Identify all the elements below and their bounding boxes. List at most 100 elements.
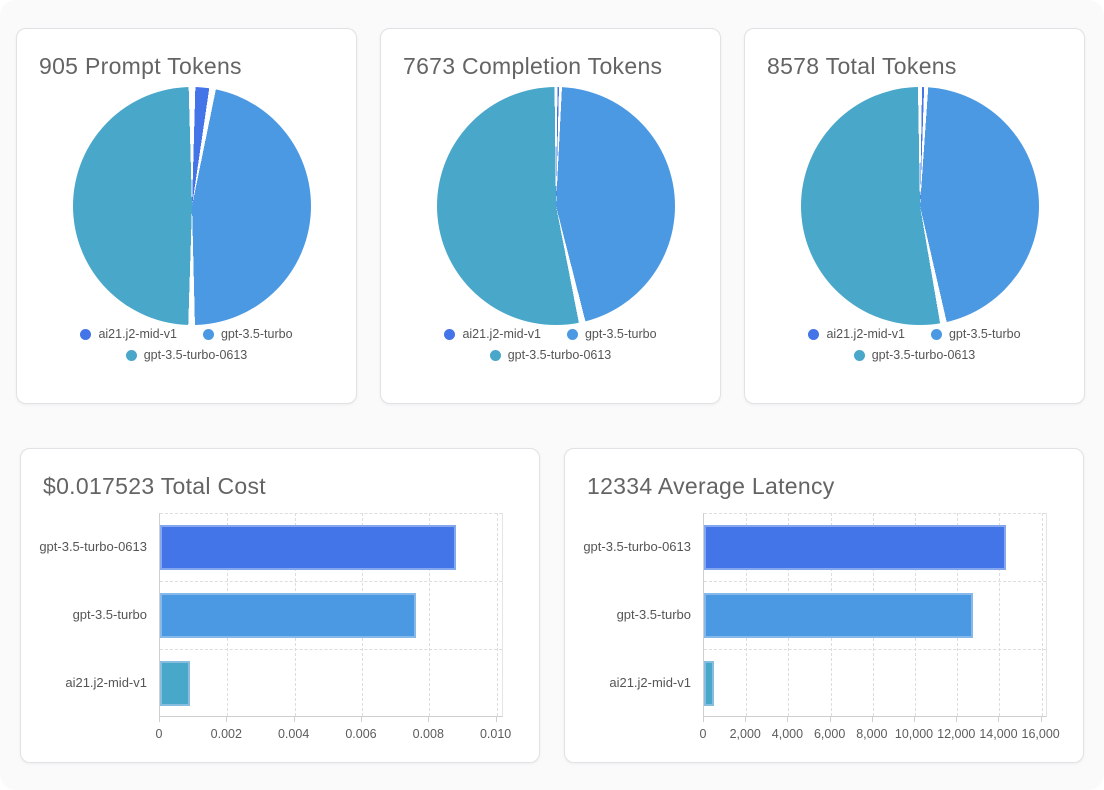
axis-tick-label: 10,000 bbox=[894, 727, 934, 741]
pie[interactable] bbox=[73, 87, 311, 325]
category-label-gpt-3.5-turbo-0613: gpt-3.5-turbo-0613 bbox=[583, 539, 691, 554]
vertical-gridline bbox=[496, 513, 498, 716]
completion-tokens-pie-chart: ai21.j2-mid-v1 gpt-3.5-turbo gpt-3.5-turbo… bbox=[381, 29, 720, 403]
legend-label: ai21.j2-mid-v1 bbox=[98, 327, 177, 341]
axis-tick-label: 0.004 bbox=[277, 727, 310, 741]
average-latency-bar-chart: gpt-3.5-turbo-0613 gpt-3.5-turbo ai21.j2-m… bbox=[565, 449, 1083, 762]
axis-tick bbox=[495, 717, 497, 722]
axis-tick bbox=[293, 717, 295, 722]
axis-tick bbox=[787, 717, 789, 722]
category-label-gpt-3.5-turbo: gpt-3.5-turbo bbox=[616, 607, 691, 622]
prompt-tokens-card: 905 Prompt Tokens ai21.j2-mid-v1 gpt-3.5-… bbox=[16, 28, 357, 404]
total-tokens-pie-chart: ai21.j2-mid-v1 gpt-3.5-turbo gpt-3.5-turbo… bbox=[745, 29, 1084, 403]
pie-legend: ai21.j2-mid-v1 gpt-3.5-turbo gpt-3.5-turbo… bbox=[759, 327, 1071, 362]
plot-area bbox=[703, 513, 1047, 717]
axis-tick bbox=[745, 717, 747, 722]
legend-item-gpt-3.5-turbo[interactable]: gpt-3.5-turbo bbox=[566, 327, 657, 341]
bar-gpt-3.5-turbo-0613[interactable] bbox=[160, 524, 457, 570]
legend-dot bbox=[489, 349, 501, 361]
total-cost-bar-chart: gpt-3.5-turbo-0613 gpt-3.5-turbo ai21.j2-m… bbox=[21, 449, 539, 762]
axis-tick bbox=[159, 717, 160, 722]
axis-tick-label: 4,000 bbox=[771, 727, 804, 741]
legend-item-gpt-3.5-turbo[interactable]: gpt-3.5-turbo bbox=[930, 327, 1021, 341]
axis-tick bbox=[871, 717, 873, 722]
category-label-ai21.j2-mid-v1: ai21.j2-mid-v1 bbox=[609, 675, 691, 690]
axis-tick bbox=[956, 717, 958, 722]
bar-gpt-3.5-turbo[interactable] bbox=[160, 592, 416, 638]
category-label-ai21.j2-mid-v1: ai21.j2-mid-v1 bbox=[65, 675, 147, 690]
axis-tick-label: 0.006 bbox=[345, 727, 377, 741]
horizontal-gridline bbox=[704, 581, 1046, 582]
completion-tokens-title: 7673 Completion Tokens bbox=[403, 53, 663, 79]
horizontal-gridline bbox=[160, 649, 502, 650]
bar-gpt-3.5-turbo-0613[interactable] bbox=[704, 524, 1006, 570]
axis-tick-label: 6,000 bbox=[813, 727, 846, 741]
bar-ai21.j2-mid-v1[interactable] bbox=[160, 660, 191, 706]
axis-tick-label: 12,000 bbox=[937, 727, 976, 741]
vertical-gridline bbox=[999, 513, 1001, 716]
legend-label: gpt-3.5-turbo bbox=[948, 327, 1021, 341]
horizontal-gridline bbox=[160, 581, 502, 582]
legend-item-gpt-3.5-turbo-0613[interactable]: gpt-3.5-turbo-0613 bbox=[125, 348, 247, 362]
axis-tick bbox=[428, 717, 430, 722]
axis-tick-label: 8,000 bbox=[856, 727, 888, 741]
axis-tick bbox=[1040, 717, 1042, 722]
legend-dot bbox=[566, 328, 578, 340]
legend-label: gpt-3.5-turbo bbox=[220, 327, 293, 341]
pie-legend: ai21.j2-mid-v1 gpt-3.5-turbo gpt-3.5-turbo… bbox=[395, 327, 707, 362]
legend-label: gpt-3.5-turbo bbox=[584, 327, 657, 341]
legend-label: ai21.j2-mid-v1 bbox=[826, 327, 905, 341]
average-latency-title: 12334 Average Latency bbox=[587, 473, 835, 499]
vertical-gridline bbox=[429, 513, 431, 716]
legend-item-ai21.j2-mid-v1[interactable]: ai21.j2-mid-v1 bbox=[444, 327, 541, 341]
legend-label: gpt-3.5-turbo-0613 bbox=[507, 348, 612, 362]
total-tokens-title: 8578 Total Tokens bbox=[767, 53, 957, 79]
horizontal-gridline bbox=[160, 513, 502, 514]
axis-tick-label: 0.008 bbox=[412, 727, 444, 741]
axis-tick-label: 16,000 bbox=[1021, 727, 1060, 741]
vertical-gridline bbox=[1041, 513, 1043, 716]
axis-tick bbox=[703, 717, 704, 722]
bar-gpt-3.5-turbo[interactable] bbox=[704, 592, 974, 638]
total-cost-card: $0.017523 Total Cost gpt-3.5-turbo-0613 g… bbox=[20, 448, 540, 763]
total-tokens-card: 8578 Total Tokens ai21.j2-mid-v1 gpt-3.5-… bbox=[744, 28, 1085, 404]
axis-tick-label: 0.002 bbox=[210, 727, 242, 741]
prompt-tokens-title: 905 Prompt Tokens bbox=[39, 53, 242, 79]
axis-tick bbox=[998, 717, 1000, 722]
legend-dot bbox=[125, 349, 137, 361]
legend-item-ai21.j2-mid-v1[interactable]: ai21.j2-mid-v1 bbox=[80, 327, 177, 341]
prompt-tokens-pie-chart: ai21.j2-mid-v1 gpt-3.5-turbo gpt-3.5-turbo… bbox=[17, 29, 356, 403]
legend-item-ai21.j2-mid-v1[interactable]: ai21.j2-mid-v1 bbox=[808, 327, 905, 341]
category-label-gpt-3.5-turbo-0613: gpt-3.5-turbo-0613 bbox=[39, 539, 147, 554]
plot-area bbox=[159, 513, 503, 717]
legend-dot bbox=[930, 328, 942, 340]
axis-tick bbox=[829, 717, 831, 722]
legend-label: gpt-3.5-turbo-0613 bbox=[871, 348, 976, 362]
legend-dot bbox=[202, 328, 214, 340]
legend-dot bbox=[444, 328, 456, 340]
pie[interactable] bbox=[801, 87, 1039, 325]
category-label-gpt-3.5-turbo: gpt-3.5-turbo bbox=[72, 607, 147, 622]
axis-tick-label: 0 bbox=[155, 727, 163, 741]
legend-dot bbox=[853, 349, 865, 361]
pie-legend: ai21.j2-mid-v1 gpt-3.5-turbo gpt-3.5-turbo… bbox=[31, 327, 343, 362]
axis-tick-label: 0.010 bbox=[479, 727, 512, 741]
pie[interactable] bbox=[437, 87, 675, 325]
axis-tick bbox=[226, 717, 228, 722]
total-cost-title: $0.017523 Total Cost bbox=[43, 473, 266, 499]
legend-item-gpt-3.5-turbo-0613[interactable]: gpt-3.5-turbo-0613 bbox=[853, 348, 976, 362]
horizontal-gridline bbox=[704, 649, 1046, 650]
average-latency-card: 12334 Average Latency gpt-3.5-turbo-0613… bbox=[564, 448, 1084, 763]
legend-item-gpt-3.5-turbo-0613[interactable]: gpt-3.5-turbo-0613 bbox=[489, 348, 612, 362]
completion-tokens-card: 7673 Completion Tokens ai21.j2-mid-v1 gpt… bbox=[380, 28, 721, 404]
legend-dot bbox=[80, 328, 92, 340]
axis-tick-label: 2,000 bbox=[729, 727, 761, 741]
legend-label: ai21.j2-mid-v1 bbox=[462, 327, 541, 341]
legend-item-gpt-3.5-turbo[interactable]: gpt-3.5-turbo bbox=[202, 327, 293, 341]
axis-tick bbox=[360, 717, 362, 722]
axis-tick-label: 0 bbox=[699, 727, 707, 741]
bar-ai21.j2-mid-v1[interactable] bbox=[704, 660, 715, 706]
legend-dot bbox=[808, 328, 820, 340]
horizontal-gridline bbox=[704, 513, 1046, 514]
